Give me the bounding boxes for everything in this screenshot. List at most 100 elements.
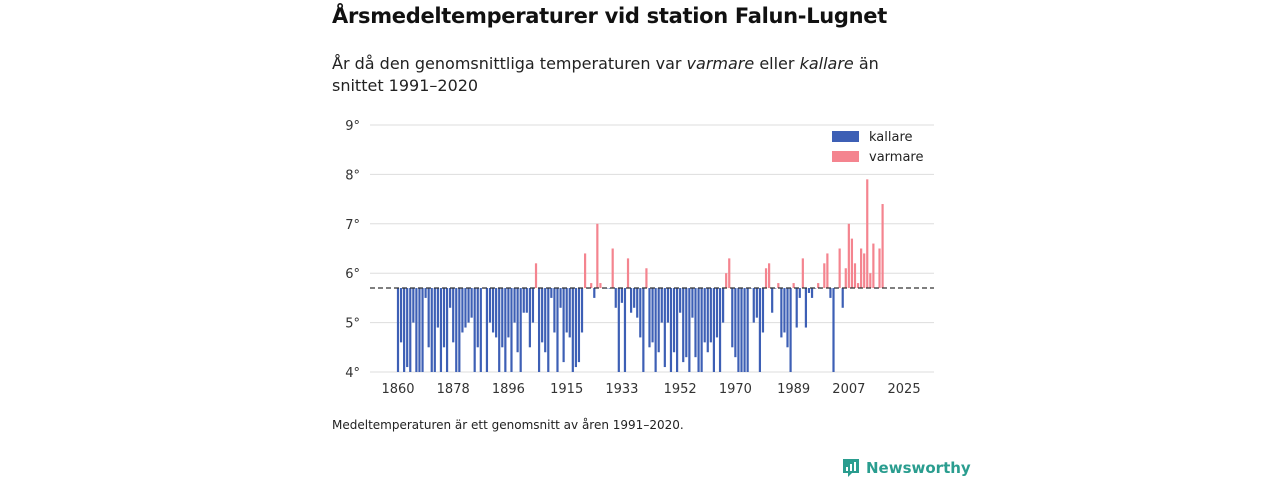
- bar-1933: [620, 288, 623, 303]
- bar-1968: [728, 258, 731, 289]
- x-tick-label: 1989: [777, 382, 810, 397]
- subtitle-cold-word: kallare: [799, 54, 854, 73]
- bar-1967: [725, 273, 728, 289]
- bar-1906: [537, 288, 541, 372]
- bar-1867: [418, 288, 421, 372]
- bar-1993: [804, 288, 808, 328]
- bar-1903: [528, 288, 531, 348]
- bar-1977: [755, 288, 758, 318]
- bar-1904: [531, 288, 535, 323]
- bar-1954: [685, 288, 688, 358]
- subtitle-suffix: än snittet 1991–2020: [332, 54, 879, 95]
- bar-1976: [752, 288, 755, 323]
- bar-1914: [562, 288, 565, 363]
- bar-1940: [642, 288, 645, 372]
- bar-2018: [881, 204, 884, 289]
- bar-1863: [406, 288, 409, 368]
- bar-1974: [746, 288, 749, 372]
- bar-1985: [780, 288, 783, 338]
- bar-1887: [479, 288, 482, 372]
- bar-1938: [636, 288, 639, 318]
- bar-1937: [633, 288, 636, 308]
- bar-1935: [626, 258, 630, 289]
- bar-2017: [878, 248, 881, 289]
- subtitle-prefix: År då den genomsnittliga temperaturen va…: [332, 54, 682, 73]
- bar-1972: [740, 288, 743, 372]
- bar-1881: [461, 288, 464, 333]
- bar-1994: [807, 288, 811, 293]
- bar-1949: [669, 288, 673, 372]
- x-tick-label: 2007: [832, 382, 865, 397]
- bar-1947: [663, 288, 666, 368]
- bar-1929: [608, 288, 611, 289]
- bar-1886: [476, 288, 479, 348]
- bar-1987: [786, 288, 789, 348]
- bar-1978: [758, 288, 762, 372]
- bar-2001: [829, 288, 832, 298]
- bar-1865: [412, 288, 415, 323]
- bar-1955: [688, 288, 691, 372]
- bar-2013: [866, 179, 869, 289]
- bar-2000: [826, 253, 829, 289]
- x-tick-label: 1915: [550, 382, 583, 397]
- bar-1943: [651, 288, 654, 343]
- bar-1866: [415, 288, 418, 372]
- bar-1970: [734, 288, 737, 358]
- bar-1916: [568, 288, 571, 338]
- bar-1953: [682, 288, 685, 363]
- bar-1868: [421, 288, 424, 372]
- bar-2012: [863, 253, 866, 289]
- bar-1897: [510, 288, 513, 372]
- bar-1883: [467, 288, 470, 323]
- bar-1942: [648, 288, 651, 348]
- chart-title: Årsmedeltemperaturer vid station Falun-L…: [332, 4, 887, 28]
- bar-1982: [771, 288, 774, 313]
- legend-swatch-cold: [832, 131, 859, 142]
- bar-1905: [534, 263, 538, 289]
- bar-1899: [516, 288, 519, 353]
- bar-1907: [541, 288, 544, 343]
- bar-1961: [706, 288, 709, 353]
- bar-1877: [449, 288, 452, 308]
- y-tick-label: 8°: [345, 168, 360, 183]
- bar-1911: [553, 288, 556, 333]
- bar-2005: [841, 288, 844, 308]
- bar-1919: [577, 288, 581, 363]
- bar-1951: [676, 288, 679, 372]
- newsworthy-chart-icon: [843, 459, 859, 477]
- bar-1957: [694, 288, 697, 358]
- newsworthy-logo[interactable]: Newsworthy: [842, 458, 971, 478]
- bar-2008: [850, 238, 854, 289]
- y-tick-label: 6°: [345, 267, 360, 282]
- bar-1973: [743, 288, 746, 372]
- footnote: Medeltemperaturen är ett genomsnitt av å…: [332, 418, 684, 432]
- y-tick-label: 9°: [345, 119, 360, 134]
- bar-1944: [654, 288, 657, 372]
- x-tick-label: 1970: [719, 382, 752, 397]
- bar-1880: [458, 288, 461, 372]
- bar-1891: [491, 288, 495, 333]
- bar-2007: [847, 223, 850, 289]
- bar-1945: [657, 288, 660, 353]
- bar-1995: [810, 288, 814, 298]
- bar-1964: [715, 288, 719, 338]
- bar-1948: [666, 288, 669, 323]
- bar-2015: [872, 243, 875, 289]
- bar-1917: [571, 288, 574, 372]
- bar-1895: [504, 288, 507, 372]
- bar-1965: [718, 288, 722, 372]
- bar-1984: [777, 283, 780, 289]
- bar-1896: [507, 288, 510, 338]
- bar-1932: [617, 288, 620, 372]
- bar-1934: [623, 288, 627, 372]
- bar-1890: [488, 288, 492, 323]
- bar-1884: [470, 288, 473, 318]
- bar-1882: [464, 288, 467, 328]
- bar-1997: [817, 283, 820, 289]
- bar-1872: [433, 288, 436, 372]
- bar-1889: [485, 288, 489, 372]
- bar-1992: [801, 258, 804, 289]
- bar-1862: [403, 288, 406, 372]
- bar-2014: [869, 273, 872, 289]
- bar-2002: [832, 288, 835, 372]
